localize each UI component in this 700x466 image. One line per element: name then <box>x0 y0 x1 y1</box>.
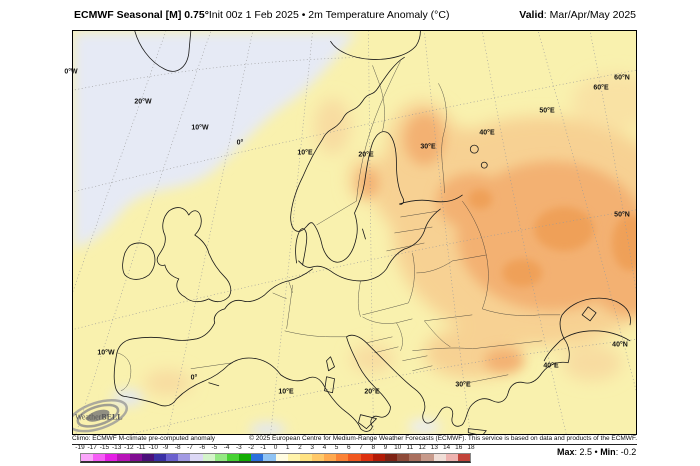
map-title-rest: Init 00z 1 Feb 2025 • 2m Temperature Ano… <box>208 8 450 21</box>
colorbar-swatch <box>141 454 154 461</box>
attribution-row: Climo: ECMWF M-climate pre-computed anom… <box>72 434 637 445</box>
maxmin-separator: • <box>592 447 601 457</box>
anomaly-field <box>73 31 636 434</box>
country-borders <box>116 61 561 391</box>
max-label: Max <box>557 447 575 457</box>
colorbar-swatch <box>421 454 434 461</box>
map-frame: WeatherBELL <box>72 30 637 435</box>
graticule <box>73 31 636 434</box>
valid-text: Valid: Mar/Apr/May 2025 <box>519 9 636 21</box>
colorbar-swatch <box>360 454 373 461</box>
colorbar-ticks: -19 -17 -15 -13 -12 -11 -10 -9 -8 -7 -6 -5 -4 -3 -2 -1 0… <box>75 444 475 452</box>
colorbar-tick: 11 <box>406 444 414 451</box>
colorbar-tick: 8 <box>371 444 376 451</box>
colorbar-tick: -2 <box>248 444 254 451</box>
colorbar-swatch <box>384 454 398 461</box>
colorbar-tick: -8 <box>174 444 181 451</box>
colorbar-swatch <box>336 454 349 461</box>
colorbar-swatch <box>263 454 276 461</box>
header: ECMWF Seasonal [M] 0.75° Init 00z 1 Feb … <box>74 0 636 29</box>
colorbar-swatch <box>117 454 130 461</box>
colorbar-tick: -1 <box>260 444 267 451</box>
colorbar-swatch <box>190 454 203 461</box>
colorbar-tick: -3 <box>235 444 242 451</box>
min-label: Min <box>600 447 616 457</box>
map-canvas: WeatherBELL <box>73 31 636 434</box>
colorbar-swatch <box>226 454 240 461</box>
colorbar-tick: 12 <box>418 444 426 451</box>
colorbar-tick: -11 <box>136 444 146 451</box>
colorbar-tick: -9 <box>162 444 169 451</box>
colorbar-tick: -5 <box>211 444 218 451</box>
colorbar-tick: -19 <box>75 444 85 451</box>
colorbar-tick: 13 <box>430 444 438 451</box>
colorbar-swatch <box>311 454 325 461</box>
colorbar-tick: 9 <box>383 444 388 451</box>
colorbar-tick: 7 <box>359 444 363 451</box>
colorbar-swatch <box>287 454 300 461</box>
colorbar-tick: 18 <box>467 444 475 451</box>
coastlines <box>113 31 631 434</box>
copyright-text: © 2025 European Centre for Medium-Range … <box>249 435 637 442</box>
colorbar-tick: 6 <box>347 444 351 451</box>
colorbar-swatch <box>397 454 410 461</box>
colorbar-tick: -10 <box>148 444 159 451</box>
maxmin-text: Max: 2.5 • Min: -0.2 <box>557 447 636 457</box>
colorbar-tick: 16 <box>455 444 463 451</box>
logo-text-weather: Weather <box>75 413 102 422</box>
min-value: : -0.2 <box>615 447 637 457</box>
colorbar-tick: -15 <box>99 444 110 451</box>
colorbar-tick: 4 <box>322 444 327 451</box>
colorbar-swatch <box>129 454 142 461</box>
colorbar-swatch <box>324 454 337 461</box>
colorbar-tick: -17 <box>87 444 97 451</box>
map-title-bold: ECMWF Seasonal [M] 0.75° <box>74 8 209 21</box>
colorbar-swatches <box>80 453 471 463</box>
colorbar-tick: 14 <box>442 444 451 451</box>
climo-text: Climo: ECMWF M-climate pre-computed anom… <box>72 435 216 442</box>
colorbar-swatch <box>445 454 458 461</box>
colorbar-swatch <box>153 454 167 461</box>
colorbar-swatch <box>178 454 191 461</box>
colorbar-swatch <box>93 454 106 461</box>
weatherbell-logo: WeatherBELL <box>73 399 128 433</box>
colorbar-tick: -4 <box>223 444 230 451</box>
colorbar-tick: -12 <box>124 444 134 451</box>
colorbar-swatch <box>433 454 446 461</box>
colorbar-tick: -13 <box>111 444 122 451</box>
max-value: : 2.5 <box>574 447 593 457</box>
colorbar-swatch <box>214 454 227 461</box>
colorbar-swatch <box>348 454 361 461</box>
colorbar-swatch <box>457 454 470 461</box>
valid-label: Valid <box>519 8 544 21</box>
colorbar-swatch <box>299 454 312 461</box>
colorbar-swatch <box>372 454 385 461</box>
colorbar-tick: -6 <box>199 444 206 451</box>
colorbar-swatch <box>251 454 264 461</box>
colorbar-swatch <box>409 454 422 461</box>
colorbar-tick: 2 <box>298 444 302 451</box>
colorbar-swatch <box>202 454 215 461</box>
logo-text-bell: BELL <box>101 413 122 422</box>
valid-value: : Mar/Apr/May 2025 <box>543 8 636 21</box>
colorbar-swatch <box>239 454 252 461</box>
colorbar-tick: 0 <box>273 444 278 451</box>
colorbar-swatch <box>81 454 94 461</box>
colorbar-tick: 10 <box>394 444 402 451</box>
colorbar-tick: 1 <box>285 444 290 451</box>
colorbar-swatch <box>105 454 118 461</box>
colorbar-swatch <box>166 454 179 461</box>
colorbar-tick: -7 <box>187 444 193 451</box>
svg-text:WeatherBELL: WeatherBELL <box>75 413 123 422</box>
colorbar-swatch <box>275 454 288 461</box>
colorbar-tick: 3 <box>310 444 314 451</box>
colorbar-tick: 5 <box>334 444 339 451</box>
